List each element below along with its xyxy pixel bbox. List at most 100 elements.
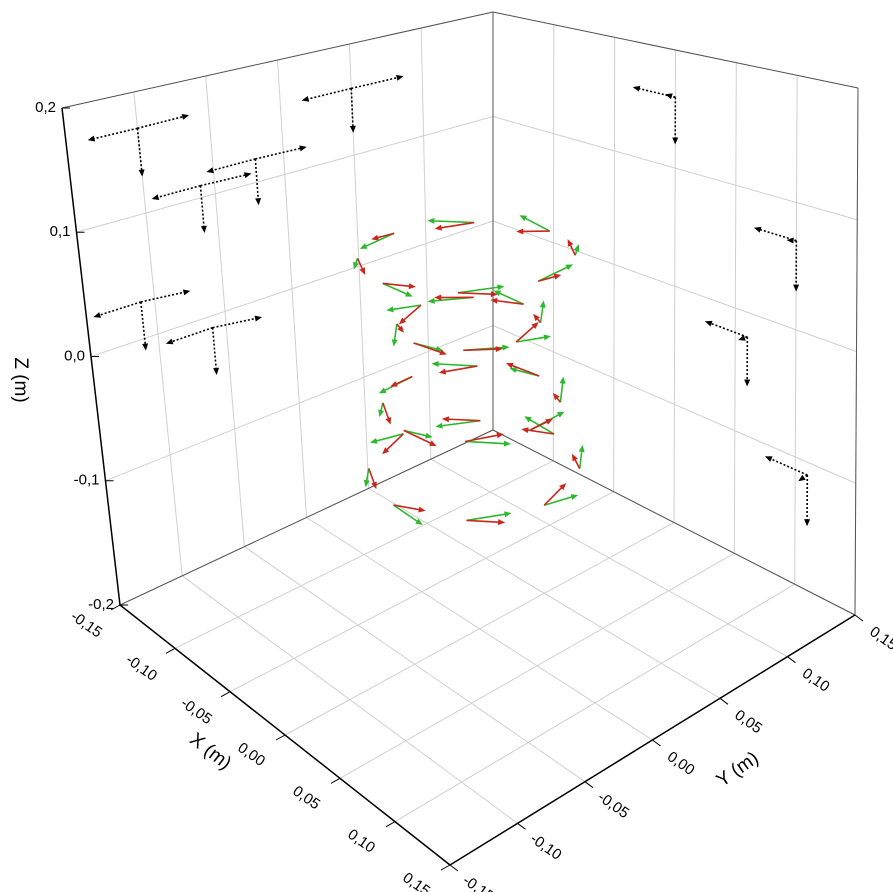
vector bbox=[382, 282, 413, 297]
vector-shaft bbox=[543, 486, 563, 506]
vector-shaft bbox=[382, 282, 408, 296]
vector bbox=[413, 342, 447, 355]
vector-head bbox=[553, 273, 562, 280]
vector-head bbox=[495, 346, 503, 353]
vector-shaft bbox=[573, 458, 581, 470]
vector bbox=[382, 402, 392, 425]
box-edge bbox=[492, 429, 856, 616]
vector-head bbox=[793, 284, 800, 292]
x-tick-label: -0,05 bbox=[177, 694, 215, 728]
vector-head bbox=[798, 474, 806, 482]
vector-shaft bbox=[140, 291, 186, 303]
vector-shaft bbox=[402, 304, 422, 322]
vector-head bbox=[738, 335, 746, 341]
x-tick-label: 0,00 bbox=[234, 739, 268, 770]
grid-line bbox=[430, 458, 788, 658]
vector-shaft bbox=[403, 429, 428, 437]
vector-head bbox=[301, 95, 310, 102]
vector-shaft bbox=[254, 158, 260, 200]
x-tick-label: -0,10 bbox=[122, 651, 160, 685]
vector-shaft bbox=[170, 326, 213, 343]
vector bbox=[434, 294, 474, 301]
vector bbox=[351, 74, 404, 90]
vector-shaft bbox=[382, 402, 390, 420]
vector-shaft bbox=[537, 266, 569, 282]
vector-head bbox=[559, 483, 567, 491]
vector-head bbox=[578, 444, 585, 453]
vector-head bbox=[200, 225, 207, 234]
grid-line bbox=[492, 116, 858, 221]
y-tick bbox=[787, 656, 796, 664]
vector-head bbox=[429, 440, 437, 447]
vector-head bbox=[398, 317, 407, 325]
x-tick-label: 0,10 bbox=[344, 826, 378, 857]
vector bbox=[804, 475, 811, 527]
vector bbox=[212, 315, 262, 329]
vector bbox=[457, 284, 505, 294]
vector-head bbox=[519, 215, 528, 222]
vector bbox=[465, 440, 511, 447]
vector bbox=[578, 444, 585, 469]
vector-head bbox=[516, 228, 524, 235]
vector-head bbox=[415, 518, 423, 526]
vector-head bbox=[396, 74, 404, 81]
vector bbox=[393, 504, 426, 513]
vector-head bbox=[405, 291, 413, 297]
vector-head bbox=[371, 481, 377, 490]
vector bbox=[359, 232, 395, 249]
vector-shaft bbox=[393, 504, 419, 523]
vector-shaft bbox=[498, 292, 524, 305]
vector-shaft bbox=[375, 433, 404, 442]
vector bbox=[391, 323, 398, 347]
vector-shaft bbox=[413, 342, 442, 354]
vector-shaft bbox=[200, 174, 247, 187]
box-edge bbox=[119, 429, 494, 606]
box-edge bbox=[854, 87, 859, 616]
vector-head bbox=[427, 217, 435, 224]
vector-shaft bbox=[463, 348, 498, 352]
z-tick-label: 0,2 bbox=[35, 99, 56, 116]
vector-shaft bbox=[759, 228, 797, 242]
vector-head bbox=[521, 427, 529, 434]
vector-shaft bbox=[394, 375, 413, 386]
vector bbox=[151, 184, 201, 201]
vector-shaft bbox=[440, 221, 475, 229]
vector-shaft bbox=[211, 158, 256, 172]
vector-shaft bbox=[537, 275, 557, 282]
x-tick bbox=[385, 821, 396, 828]
vector bbox=[386, 304, 422, 313]
vector-head bbox=[565, 264, 574, 271]
vector bbox=[537, 264, 574, 282]
vector-head bbox=[552, 392, 560, 401]
y-tick bbox=[719, 697, 729, 705]
vector-head bbox=[371, 234, 379, 241]
vector-head bbox=[490, 297, 498, 304]
vector bbox=[786, 237, 797, 244]
vector-head bbox=[181, 113, 190, 120]
y-tick bbox=[449, 864, 459, 872]
vector-shaft bbox=[137, 115, 184, 130]
y-tick-label: 0,15 bbox=[866, 623, 893, 654]
vector-head bbox=[533, 313, 540, 322]
x-tick bbox=[330, 777, 341, 784]
vector-shaft bbox=[539, 305, 544, 323]
vector-shaft bbox=[391, 304, 422, 311]
vector-head bbox=[572, 453, 578, 462]
vector-head bbox=[543, 334, 551, 341]
vector bbox=[140, 301, 149, 351]
x-tick-label: 0,05 bbox=[289, 783, 323, 814]
vector bbox=[552, 392, 562, 403]
y-tick bbox=[517, 822, 526, 830]
vector-shaft bbox=[364, 232, 395, 248]
vector bbox=[516, 334, 551, 343]
y-tick bbox=[584, 781, 594, 789]
vector bbox=[516, 228, 550, 235]
x-tick bbox=[275, 734, 286, 741]
vector-shaft bbox=[516, 336, 546, 343]
vector bbox=[390, 375, 413, 387]
vector-head bbox=[363, 479, 370, 488]
vector-shaft bbox=[156, 184, 201, 199]
vector-shaft bbox=[211, 327, 217, 370]
vector bbox=[457, 291, 498, 298]
z-tick-label: -0,1 bbox=[74, 472, 100, 489]
